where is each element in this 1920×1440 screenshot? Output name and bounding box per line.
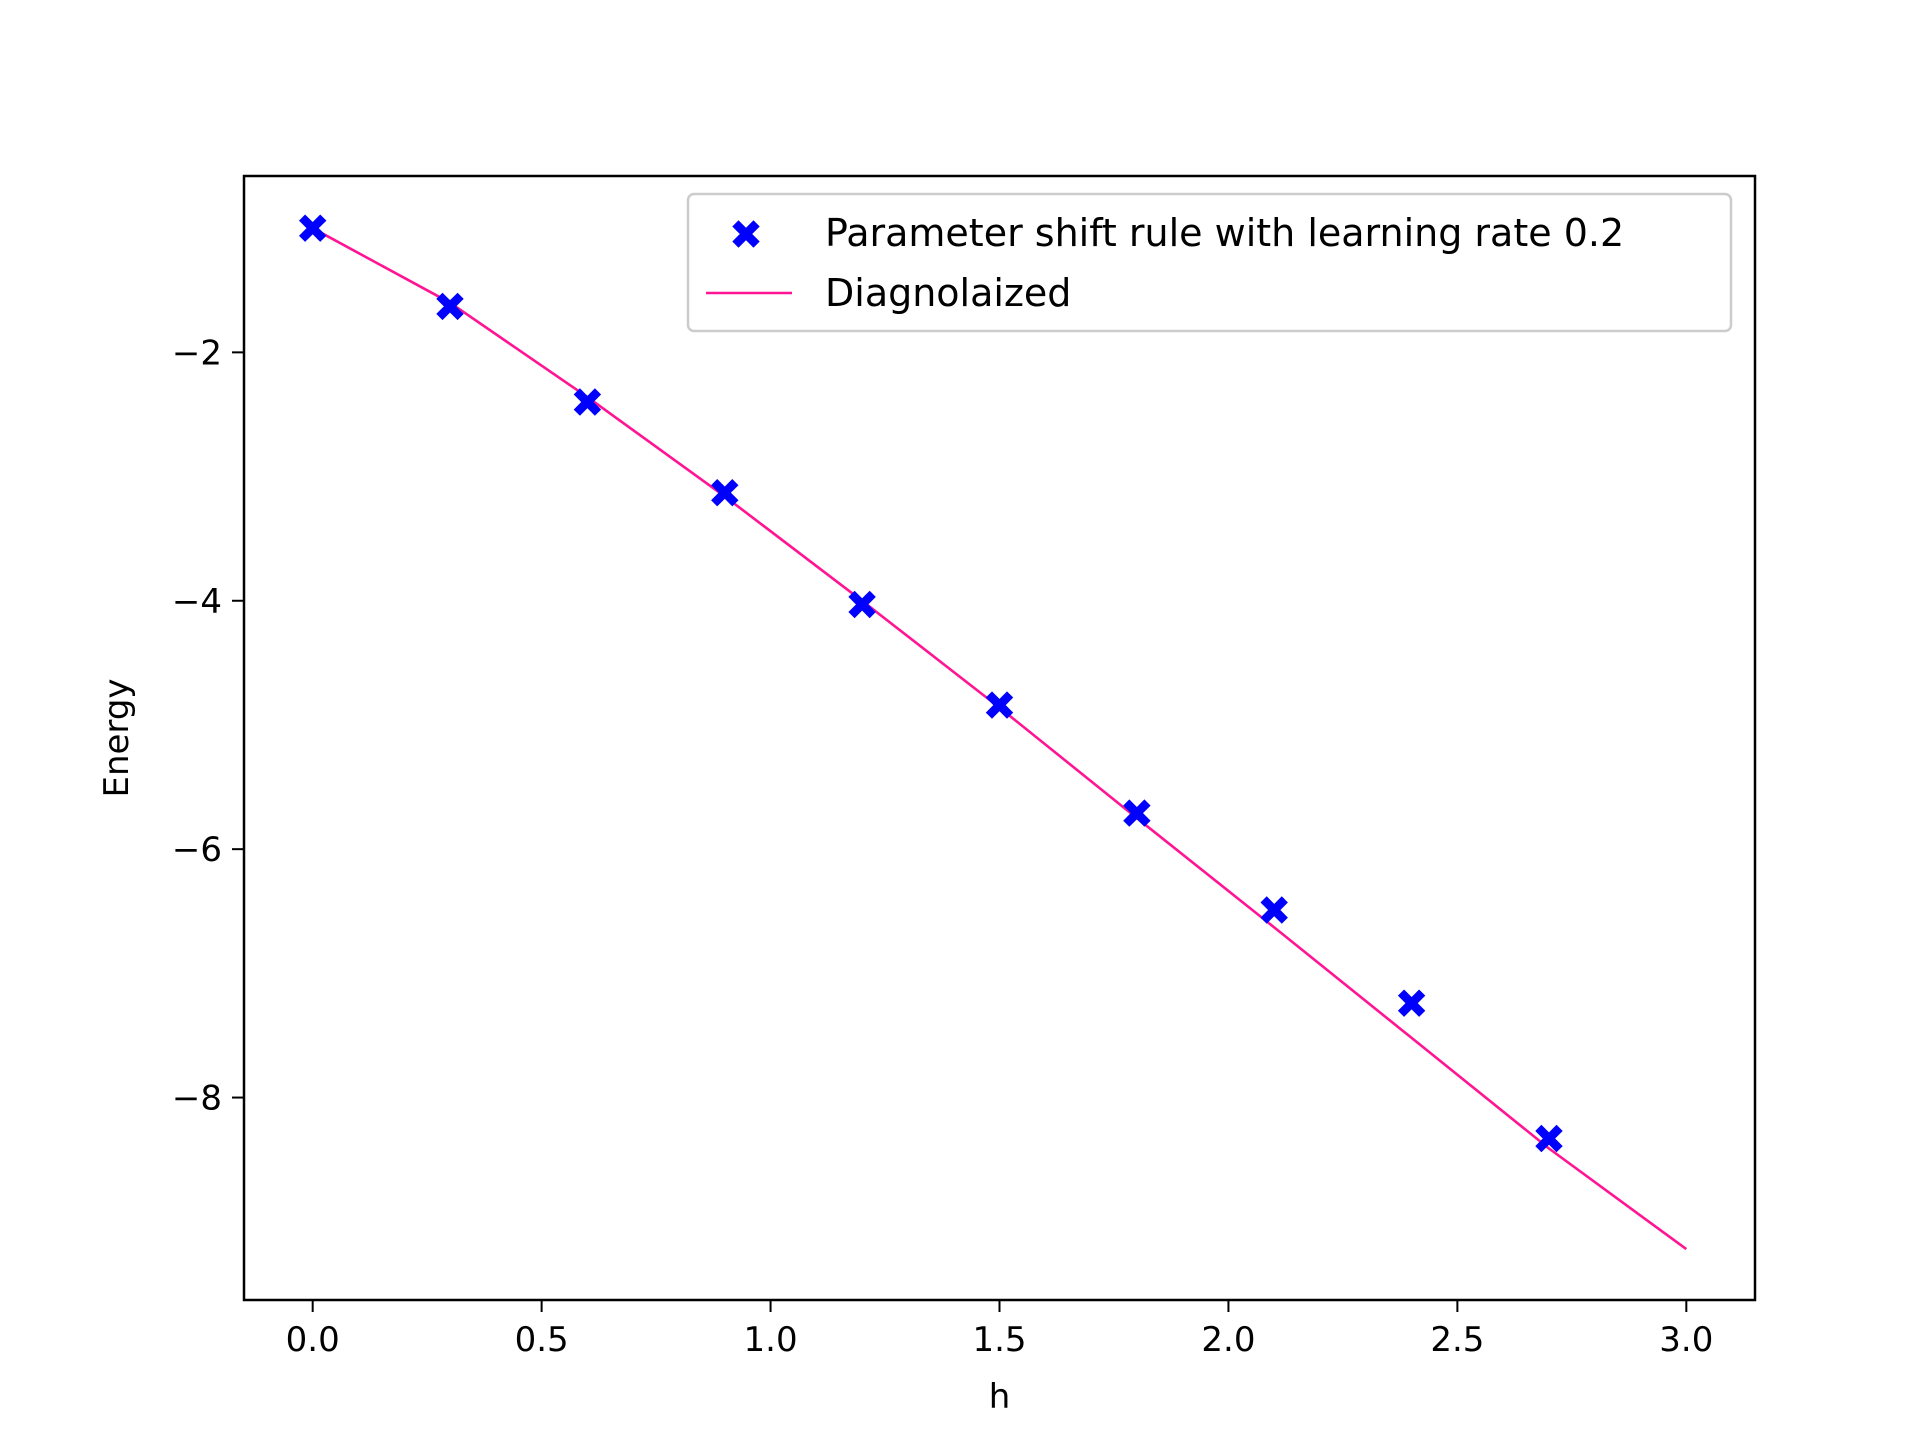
y-tick-label: −8 bbox=[172, 1079, 222, 1119]
scatter-point bbox=[985, 691, 1014, 719]
scatter-point bbox=[436, 292, 464, 321]
y-axis: −2 −4 −6 −8 bbox=[172, 333, 244, 1119]
scatter-point bbox=[1397, 989, 1426, 1017]
x-tick-label: 1.0 bbox=[744, 1320, 798, 1360]
scatter-point bbox=[1123, 799, 1151, 827]
x-tick-label: 2.0 bbox=[1201, 1320, 1255, 1360]
legend-label-line: Diagnolaized bbox=[825, 271, 1071, 315]
x-tick-label: 3.0 bbox=[1659, 1320, 1713, 1360]
y-axis-label: Energy bbox=[97, 678, 137, 797]
legend-marker-scatter bbox=[732, 220, 760, 248]
scatter-point bbox=[1260, 896, 1288, 924]
plot-marks bbox=[298, 214, 1688, 1251]
x-axis-label: h bbox=[989, 1377, 1011, 1417]
y-tick-label: −4 bbox=[172, 582, 222, 622]
x-tick-label: 0.5 bbox=[515, 1320, 569, 1360]
scatter-point bbox=[298, 214, 327, 242]
x-tick-label: 2.5 bbox=[1430, 1320, 1484, 1360]
legend-label-scatter: Parameter shift rule with learning rate … bbox=[825, 211, 1624, 255]
scatter-point bbox=[1535, 1124, 1563, 1153]
legend-box bbox=[686, 192, 1733, 333]
x-tick-label: 0.0 bbox=[286, 1320, 340, 1360]
x-tick-label: 1.5 bbox=[972, 1320, 1026, 1360]
x-axis: 0.0 0.5 1.0 1.5 2.0 2.5 3.0 bbox=[286, 1300, 1713, 1360]
legend: Parameter shift rule with learning rate … bbox=[686, 192, 1733, 333]
legend-marker-x-shape bbox=[732, 220, 760, 248]
scatter-point bbox=[711, 478, 739, 507]
y-tick-label: −2 bbox=[172, 333, 222, 373]
y-tick-label: −6 bbox=[172, 830, 222, 870]
scatter-point bbox=[848, 590, 876, 619]
scatter-point bbox=[573, 388, 602, 416]
